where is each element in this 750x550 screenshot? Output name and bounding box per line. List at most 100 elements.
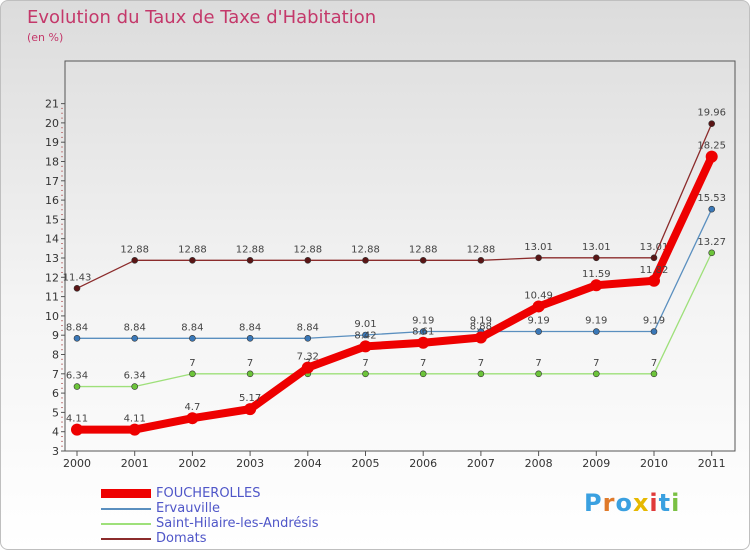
data-label: 9.19	[643, 316, 665, 327]
data-label: 7	[535, 358, 541, 369]
data-label: 8.84	[239, 322, 261, 333]
y-tick-label: 16	[45, 194, 59, 207]
x-tick-label: 2004	[294, 457, 322, 470]
x-tick-label: 2003	[236, 457, 264, 470]
data-point	[244, 403, 257, 416]
data-label: 8.61	[412, 327, 434, 338]
x-tick-label: 2001	[121, 457, 149, 470]
logo-letter: i	[671, 489, 681, 517]
x-tick-label: 2011	[698, 457, 726, 470]
logo-letter: r	[602, 489, 616, 517]
data-label: 13.01	[640, 242, 669, 253]
series-line	[76, 252, 713, 388]
data-point	[359, 340, 372, 353]
data-point	[648, 274, 660, 287]
series-line	[73, 152, 716, 434]
data-label: 8.84	[297, 322, 319, 333]
data-point	[417, 336, 430, 349]
data-label: 9.19	[412, 316, 434, 327]
data-point	[705, 150, 718, 163]
data-point	[304, 257, 312, 264]
data-label: 7	[593, 358, 599, 369]
data-label: 12.88	[120, 244, 149, 255]
y-tick-label: 4	[52, 426, 59, 439]
data-point	[131, 257, 138, 264]
data-point	[362, 331, 369, 339]
data-point	[246, 334, 254, 342]
data-label: 6.34	[66, 371, 88, 382]
data-point	[419, 370, 427, 378]
data-label: 11.59	[582, 269, 611, 280]
legend-label: Saint-Hilaire-les-Andrésis	[156, 516, 319, 531]
y-tick-label: 10	[45, 310, 59, 323]
data-label: 7	[189, 358, 195, 369]
y-tick-label: 15	[45, 213, 59, 226]
y-tick-label: 8	[52, 349, 59, 362]
data-point	[592, 254, 600, 262]
logo-letter: x	[632, 489, 650, 517]
data-point	[71, 423, 83, 436]
data-point	[301, 361, 314, 374]
data-point	[362, 370, 369, 378]
data-label: 7	[651, 358, 657, 369]
data-point	[477, 370, 485, 378]
y-tick-label: 14	[45, 233, 59, 246]
data-label: 9.19	[470, 316, 492, 327]
legend-swatch	[101, 508, 151, 510]
y-tick-label: 20	[45, 117, 59, 130]
data-point	[362, 257, 369, 264]
data-point	[73, 334, 81, 342]
data-point	[592, 370, 600, 378]
chart-subtitle: (en %)	[27, 31, 64, 44]
data-point	[592, 328, 600, 335]
data-point	[128, 423, 141, 436]
y-tick-label: 6	[52, 387, 59, 400]
data-point	[650, 370, 658, 378]
legend-swatch	[101, 538, 151, 540]
series-line	[76, 208, 713, 339]
data-point	[535, 254, 542, 262]
data-label: 12.88	[293, 244, 322, 255]
legend-swatch	[101, 489, 151, 498]
data-point	[189, 257, 196, 264]
legend-swatch	[101, 523, 151, 525]
legend-label: Ervauville	[156, 501, 220, 516]
y-tick-label: 5	[52, 406, 59, 419]
y-tick-label: 11	[45, 291, 59, 304]
data-label: 5.17	[239, 393, 261, 404]
x-tick-label: 2006	[409, 457, 437, 470]
x-tick-label: 2009	[582, 457, 610, 470]
data-label: 8.84	[181, 322, 203, 333]
data-label: 6.34	[124, 371, 146, 382]
data-point	[419, 328, 427, 335]
data-label: 9.19	[585, 316, 607, 327]
data-label: 11.43	[63, 272, 92, 283]
y-tick-label: 19	[45, 136, 59, 149]
y-tick-label: 13	[45, 252, 59, 265]
data-label: 13.01	[582, 242, 611, 253]
data-point	[535, 328, 542, 335]
data-point	[419, 257, 427, 264]
logo-letter: i	[649, 489, 659, 517]
data-point	[131, 383, 138, 390]
plot-area	[64, 60, 736, 452]
data-point	[477, 257, 485, 264]
data-label: 7	[362, 358, 368, 369]
x-tick-label: 2005	[352, 457, 380, 470]
data-point	[246, 370, 254, 378]
data-label: 8.88	[470, 322, 492, 333]
y-tick-label: 18	[45, 156, 59, 169]
data-label: 7	[478, 358, 484, 369]
y-tick-label: 7	[52, 368, 59, 381]
data-point	[189, 334, 196, 342]
y-tick-label: 12	[45, 271, 59, 284]
x-tick-label: 2007	[467, 457, 495, 470]
data-label: 4.11	[124, 414, 146, 425]
x-tick-label: 2008	[525, 457, 553, 470]
data-point	[131, 334, 138, 342]
data-label: 19.96	[697, 108, 726, 119]
data-label: 8.84	[124, 322, 146, 333]
data-point	[708, 120, 716, 127]
